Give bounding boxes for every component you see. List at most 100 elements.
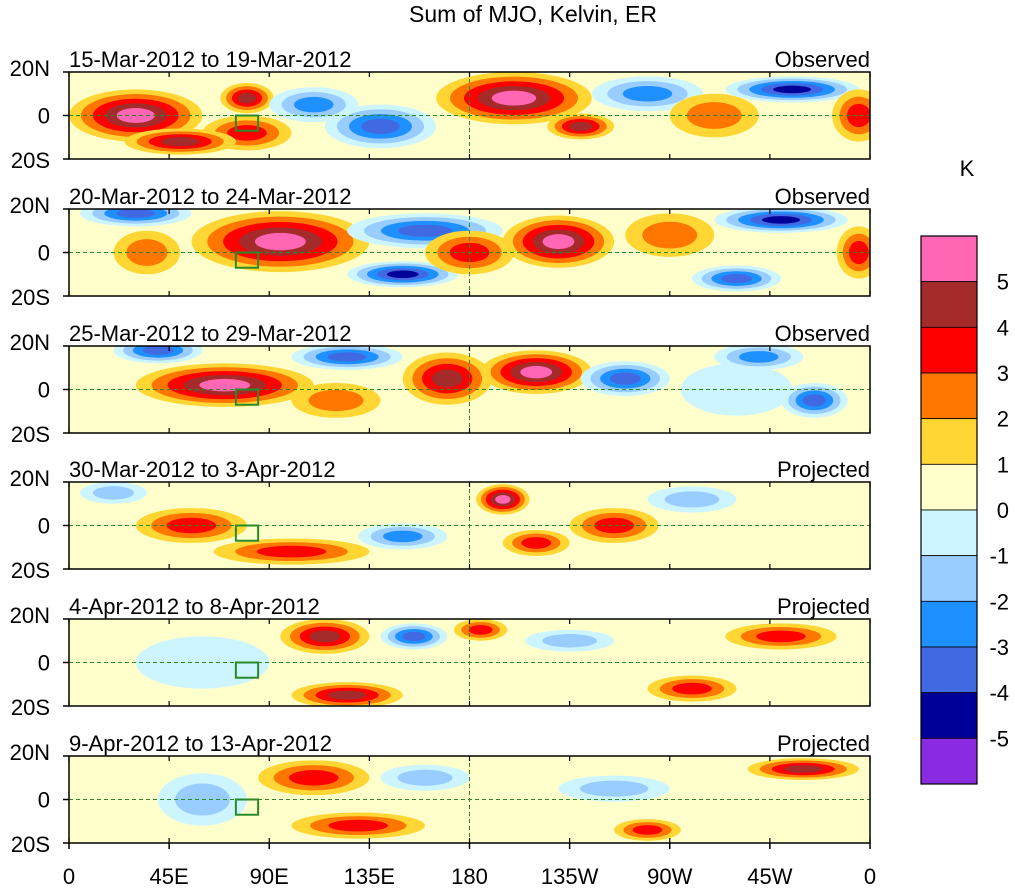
map-panel: 30-Mar-2012 to 3-Apr-2012 Projected 20N 0 20… bbox=[10, 457, 871, 583]
y-tick-label: 0 bbox=[38, 788, 50, 813]
anomaly-contour bbox=[309, 630, 341, 643]
anomaly-contour bbox=[293, 96, 334, 113]
map-panel: 15-Mar-2012 to 19-Mar-2012 Observed 20N 0 20… bbox=[10, 47, 871, 173]
x-tick-label: 45W bbox=[747, 864, 792, 889]
colorbar-swatch bbox=[920, 600, 978, 648]
anomaly-contour bbox=[761, 216, 801, 224]
anomaly-contour bbox=[92, 486, 135, 500]
panel-kind-label: Observed bbox=[775, 184, 870, 209]
anomaly-contour bbox=[773, 85, 812, 94]
y-tick-label: 20N bbox=[10, 56, 50, 81]
anomaly-contour bbox=[256, 545, 327, 558]
y-tick-label: 0 bbox=[38, 514, 50, 539]
anomaly-contour bbox=[721, 274, 752, 284]
panel-period-label: 30-Mar-2012 to 3-Apr-2012 bbox=[69, 457, 336, 482]
colorbar-frame bbox=[920, 235, 978, 785]
anomaly-contour bbox=[254, 232, 306, 251]
x-tick-label: 180 bbox=[451, 864, 488, 889]
x-tick-label: 135E bbox=[344, 864, 395, 889]
anomaly-contour bbox=[609, 372, 641, 385]
anomaly-contour bbox=[783, 765, 823, 773]
anomaly-contour bbox=[327, 690, 367, 700]
anomaly-contour bbox=[328, 819, 388, 832]
anomaly-contour bbox=[642, 221, 698, 249]
y-tick-label: 0 bbox=[38, 651, 50, 676]
colorbar-swatch bbox=[920, 418, 978, 465]
region-box bbox=[234, 388, 260, 406]
colorbar-swatch bbox=[920, 509, 978, 557]
panel-period-label: 25-Mar-2012 to 29-Mar-2012 bbox=[69, 321, 351, 346]
panel-kind-label: Projected bbox=[777, 594, 870, 619]
y-tick-label: 0 bbox=[38, 378, 50, 403]
anomaly-contour bbox=[402, 631, 426, 641]
anomaly-contour bbox=[361, 118, 400, 134]
anomaly-contour bbox=[521, 537, 552, 549]
y-tick-label: 20N bbox=[10, 330, 50, 355]
chart-title: Sum of MJO, Kelvin, ER bbox=[409, 1, 657, 27]
region-box bbox=[234, 661, 260, 679]
x-tick-label: 135W bbox=[541, 864, 599, 889]
y-tick-label: 20S bbox=[11, 832, 50, 857]
anomaly-contour bbox=[579, 780, 649, 797]
anomaly-contour bbox=[672, 682, 712, 695]
anomaly-contour bbox=[386, 270, 419, 278]
y-tick-label: 20N bbox=[10, 193, 50, 218]
y-tick-label: 20S bbox=[11, 558, 50, 583]
y-tick-label: 20N bbox=[10, 740, 50, 765]
panel-period-label: 20-Mar-2012 to 24-Mar-2012 bbox=[69, 184, 351, 209]
colorbar-label: 4 bbox=[997, 315, 1009, 340]
anomaly-contour bbox=[116, 209, 156, 218]
anomaly-contour bbox=[237, 92, 257, 104]
anomaly-contour bbox=[802, 394, 826, 407]
anomaly-contour bbox=[542, 234, 575, 250]
x-tick-label: 90W bbox=[647, 864, 692, 889]
panel-period-label: 9-Apr-2012 to 13-Apr-2012 bbox=[69, 731, 332, 756]
y-tick-label: 20S bbox=[11, 148, 50, 173]
anomaly-contour bbox=[847, 103, 870, 128]
map-panel: 25-Mar-2012 to 29-Mar-2012 Observed 20N 0 20… bbox=[10, 321, 871, 447]
colorbar-swatch bbox=[920, 372, 978, 420]
x-tick-label: 90E bbox=[250, 864, 289, 889]
panel-kind-label: Observed bbox=[775, 321, 870, 346]
region-box bbox=[234, 524, 260, 542]
colorbar-swatch bbox=[920, 692, 978, 739]
anomaly-contour bbox=[569, 121, 593, 131]
panel-period-label: 4-Apr-2012 to 8-Apr-2012 bbox=[69, 594, 320, 619]
panel-kind-label: Projected bbox=[777, 457, 870, 482]
anomaly-contour bbox=[632, 825, 663, 835]
colorbar-swatch bbox=[920, 235, 978, 283]
y-tick-label: 20N bbox=[10, 466, 50, 491]
anomaly-contour bbox=[756, 630, 806, 643]
panel-kind-label: Projected bbox=[777, 731, 870, 756]
colorbar-label: 1 bbox=[997, 452, 1009, 477]
anomaly-contour bbox=[160, 137, 200, 147]
x-tick-label: 0 bbox=[864, 864, 876, 889]
colorbar-swatch bbox=[920, 326, 978, 374]
anomaly-contour bbox=[199, 378, 251, 392]
colorbar-unit: K bbox=[960, 156, 975, 181]
colorbar-label: 2 bbox=[997, 407, 1009, 432]
map-panel: 9-Apr-2012 to 13-Apr-2012 Projected 20N 0 20… bbox=[10, 731, 871, 857]
colorbar-swatch bbox=[920, 555, 978, 602]
panel-period-label: 15-Mar-2012 to 19-Mar-2012 bbox=[69, 47, 351, 72]
colorbar-label: 3 bbox=[997, 361, 1009, 386]
anomaly-contour bbox=[594, 517, 634, 534]
anomaly-contour bbox=[327, 352, 367, 362]
anomaly-contour bbox=[491, 90, 537, 106]
anomaly-contour bbox=[848, 240, 869, 265]
anomaly-contour bbox=[397, 224, 453, 237]
y-tick-label: 0 bbox=[38, 241, 50, 266]
y-tick-label: 20S bbox=[11, 285, 50, 310]
colorbar-label: -3 bbox=[989, 635, 1009, 660]
colorbar-label: -2 bbox=[989, 589, 1009, 614]
anomaly-contour bbox=[622, 86, 673, 102]
colorbar-label: 0 bbox=[997, 498, 1009, 523]
anomaly-contour bbox=[431, 369, 463, 388]
region-box bbox=[234, 251, 260, 269]
y-tick-label: 20S bbox=[11, 422, 50, 447]
x-axis: 0 45E 90E 135E 180 135W 90W 45W 0 bbox=[63, 843, 876, 889]
x-tick-label: 0 bbox=[63, 864, 75, 889]
anomaly-contour bbox=[495, 495, 511, 504]
anomaly-contour bbox=[289, 770, 339, 786]
